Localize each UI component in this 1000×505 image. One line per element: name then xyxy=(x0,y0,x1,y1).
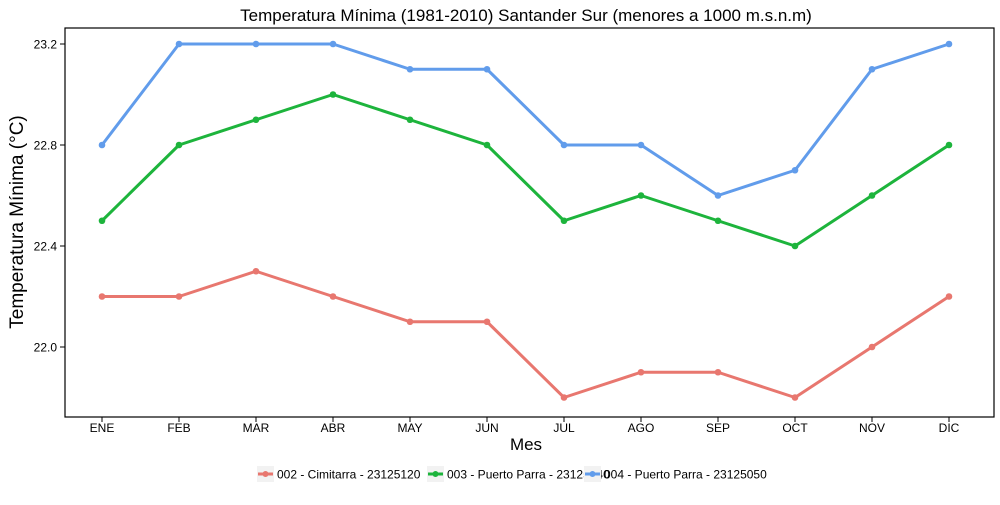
y-tick-label: 22.0 xyxy=(34,341,58,355)
data-point xyxy=(483,141,491,149)
data-point xyxy=(868,192,876,199)
data-point xyxy=(98,217,106,225)
legend-key-point xyxy=(589,471,596,477)
data-point xyxy=(714,368,722,376)
y-axis: 22.0 22.4 22.8 23.2 xyxy=(34,38,65,355)
data-point xyxy=(945,40,953,48)
data-point xyxy=(560,217,568,225)
data-point xyxy=(637,368,645,376)
data-point xyxy=(868,65,876,73)
legend-item: 003 - Puerto Parra - 23125040 xyxy=(427,466,610,482)
x-axis-label: Mes xyxy=(510,435,542,454)
data-point xyxy=(714,217,722,225)
data-point xyxy=(252,267,260,275)
x-tick-label: MAY xyxy=(397,421,422,435)
legend-label: 003 - Puerto Parra - 23125040 xyxy=(447,468,610,482)
data-point xyxy=(560,394,568,401)
y-tick-label: 22.4 xyxy=(34,240,58,254)
data-point xyxy=(637,192,645,199)
data-point xyxy=(329,293,337,300)
data-point xyxy=(483,65,491,73)
x-tick-label: MAR xyxy=(243,421,270,435)
x-tick-label: OCT xyxy=(782,421,808,435)
data-point xyxy=(406,65,414,73)
data-point xyxy=(406,116,414,124)
x-tick-label: ENE xyxy=(90,421,115,435)
data-point xyxy=(791,166,799,174)
series-line xyxy=(100,42,951,197)
series-line xyxy=(100,269,951,399)
data-point xyxy=(175,40,183,48)
data-point xyxy=(175,141,183,149)
data-point xyxy=(791,242,799,250)
data-point xyxy=(329,91,337,98)
x-tick-label: JUN xyxy=(475,421,498,435)
legend-label: 004 - Puerto Parra - 23125050 xyxy=(604,468,767,482)
data-point xyxy=(791,394,799,401)
x-tick-label: SEP xyxy=(706,421,730,435)
data-point xyxy=(175,293,183,300)
plot-panel-border xyxy=(64,27,995,418)
data-point xyxy=(714,192,722,199)
legend-item: 002 - Cimitarra - 23125120 xyxy=(257,466,421,482)
y-axis-label: Temperatura Mínima (°C) xyxy=(7,115,28,328)
data-point xyxy=(945,293,953,300)
x-tick-label: FEB xyxy=(167,421,190,435)
data-point xyxy=(98,293,106,300)
legend-key-point xyxy=(432,471,439,477)
legend-key-point xyxy=(262,471,269,477)
data-point xyxy=(945,141,953,149)
chart-title: Temperatura Mínima (1981-2010) Santander… xyxy=(240,6,812,25)
data-point xyxy=(98,141,106,149)
data-point xyxy=(560,141,568,149)
series-2 xyxy=(98,91,953,250)
x-tick-label: AGO xyxy=(628,421,655,435)
x-tick-label: JUL xyxy=(553,421,575,435)
y-tick-label: 22.8 xyxy=(34,139,58,153)
data-point xyxy=(329,40,337,48)
x-tick-label: DIC xyxy=(939,421,960,435)
data-point xyxy=(252,40,260,48)
y-tick-label: 23.2 xyxy=(34,38,58,52)
data-point xyxy=(483,318,491,326)
data-point xyxy=(868,343,876,351)
series-layer xyxy=(98,40,953,401)
data-point xyxy=(252,116,260,124)
legend-label: 002 - Cimitarra - 23125120 xyxy=(277,468,421,482)
series-line xyxy=(100,93,951,248)
data-point xyxy=(637,141,645,149)
x-tick-label: NOV xyxy=(859,421,885,435)
x-axis: ENE FEB MAR ABR MAY JUN JUL AGO SEP OCT NOV DIC xyxy=(90,417,960,435)
x-tick-label: ABR xyxy=(321,421,346,435)
data-point xyxy=(406,318,414,326)
series-3 xyxy=(98,40,953,199)
series-1 xyxy=(98,267,953,401)
legend: 002 - Cimitarra - 23125120 003 - Puerto P… xyxy=(257,466,767,482)
legend-item: 004 - Puerto Parra - 23125050 xyxy=(584,466,767,482)
